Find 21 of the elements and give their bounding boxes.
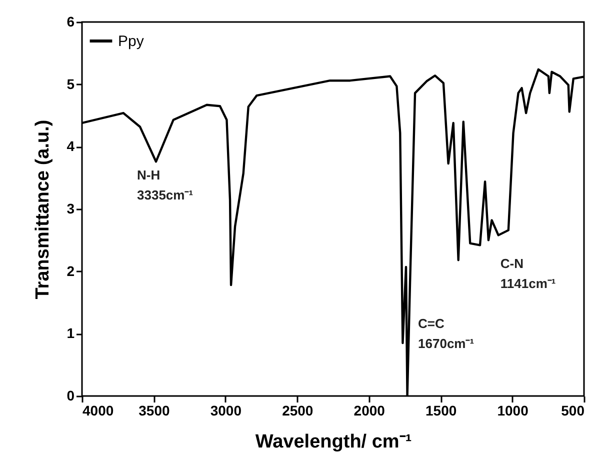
y-tick-label: 0 [66, 388, 75, 404]
y-tick-label: 2 [66, 262, 75, 279]
x-tick-label: 1500 [425, 402, 457, 418]
x-tick-label: 500 [561, 402, 585, 418]
x-tick-label: 2000 [354, 402, 386, 418]
x-tick-label: 3500 [138, 402, 170, 418]
y-tick-label: 3 [66, 200, 75, 216]
annotation: C=C 1670cm⁻¹ [418, 316, 474, 352]
y-tick-label: 4 [66, 138, 75, 154]
y-tick-label: 6 [66, 14, 75, 30]
x-tick-label: 2500 [282, 402, 314, 418]
legend-label: Ppy [118, 33, 144, 50]
x-tick-label: 4000 [82, 402, 114, 418]
x-axis-title: Wavelength/ cm⁻¹ [255, 432, 412, 452]
y-tick-label: 1 [66, 325, 75, 342]
y-tick-label: 5 [66, 76, 75, 92]
annotation: N-H 3335cm⁻¹ [137, 168, 194, 203]
annotation: C-N 1141cm⁻¹ [500, 256, 556, 292]
x-tick-label: 1000 [497, 402, 529, 418]
y-axis-title: Transmittance (a.u.) [32, 120, 54, 300]
x-tick-label: 3000 [210, 402, 242, 418]
